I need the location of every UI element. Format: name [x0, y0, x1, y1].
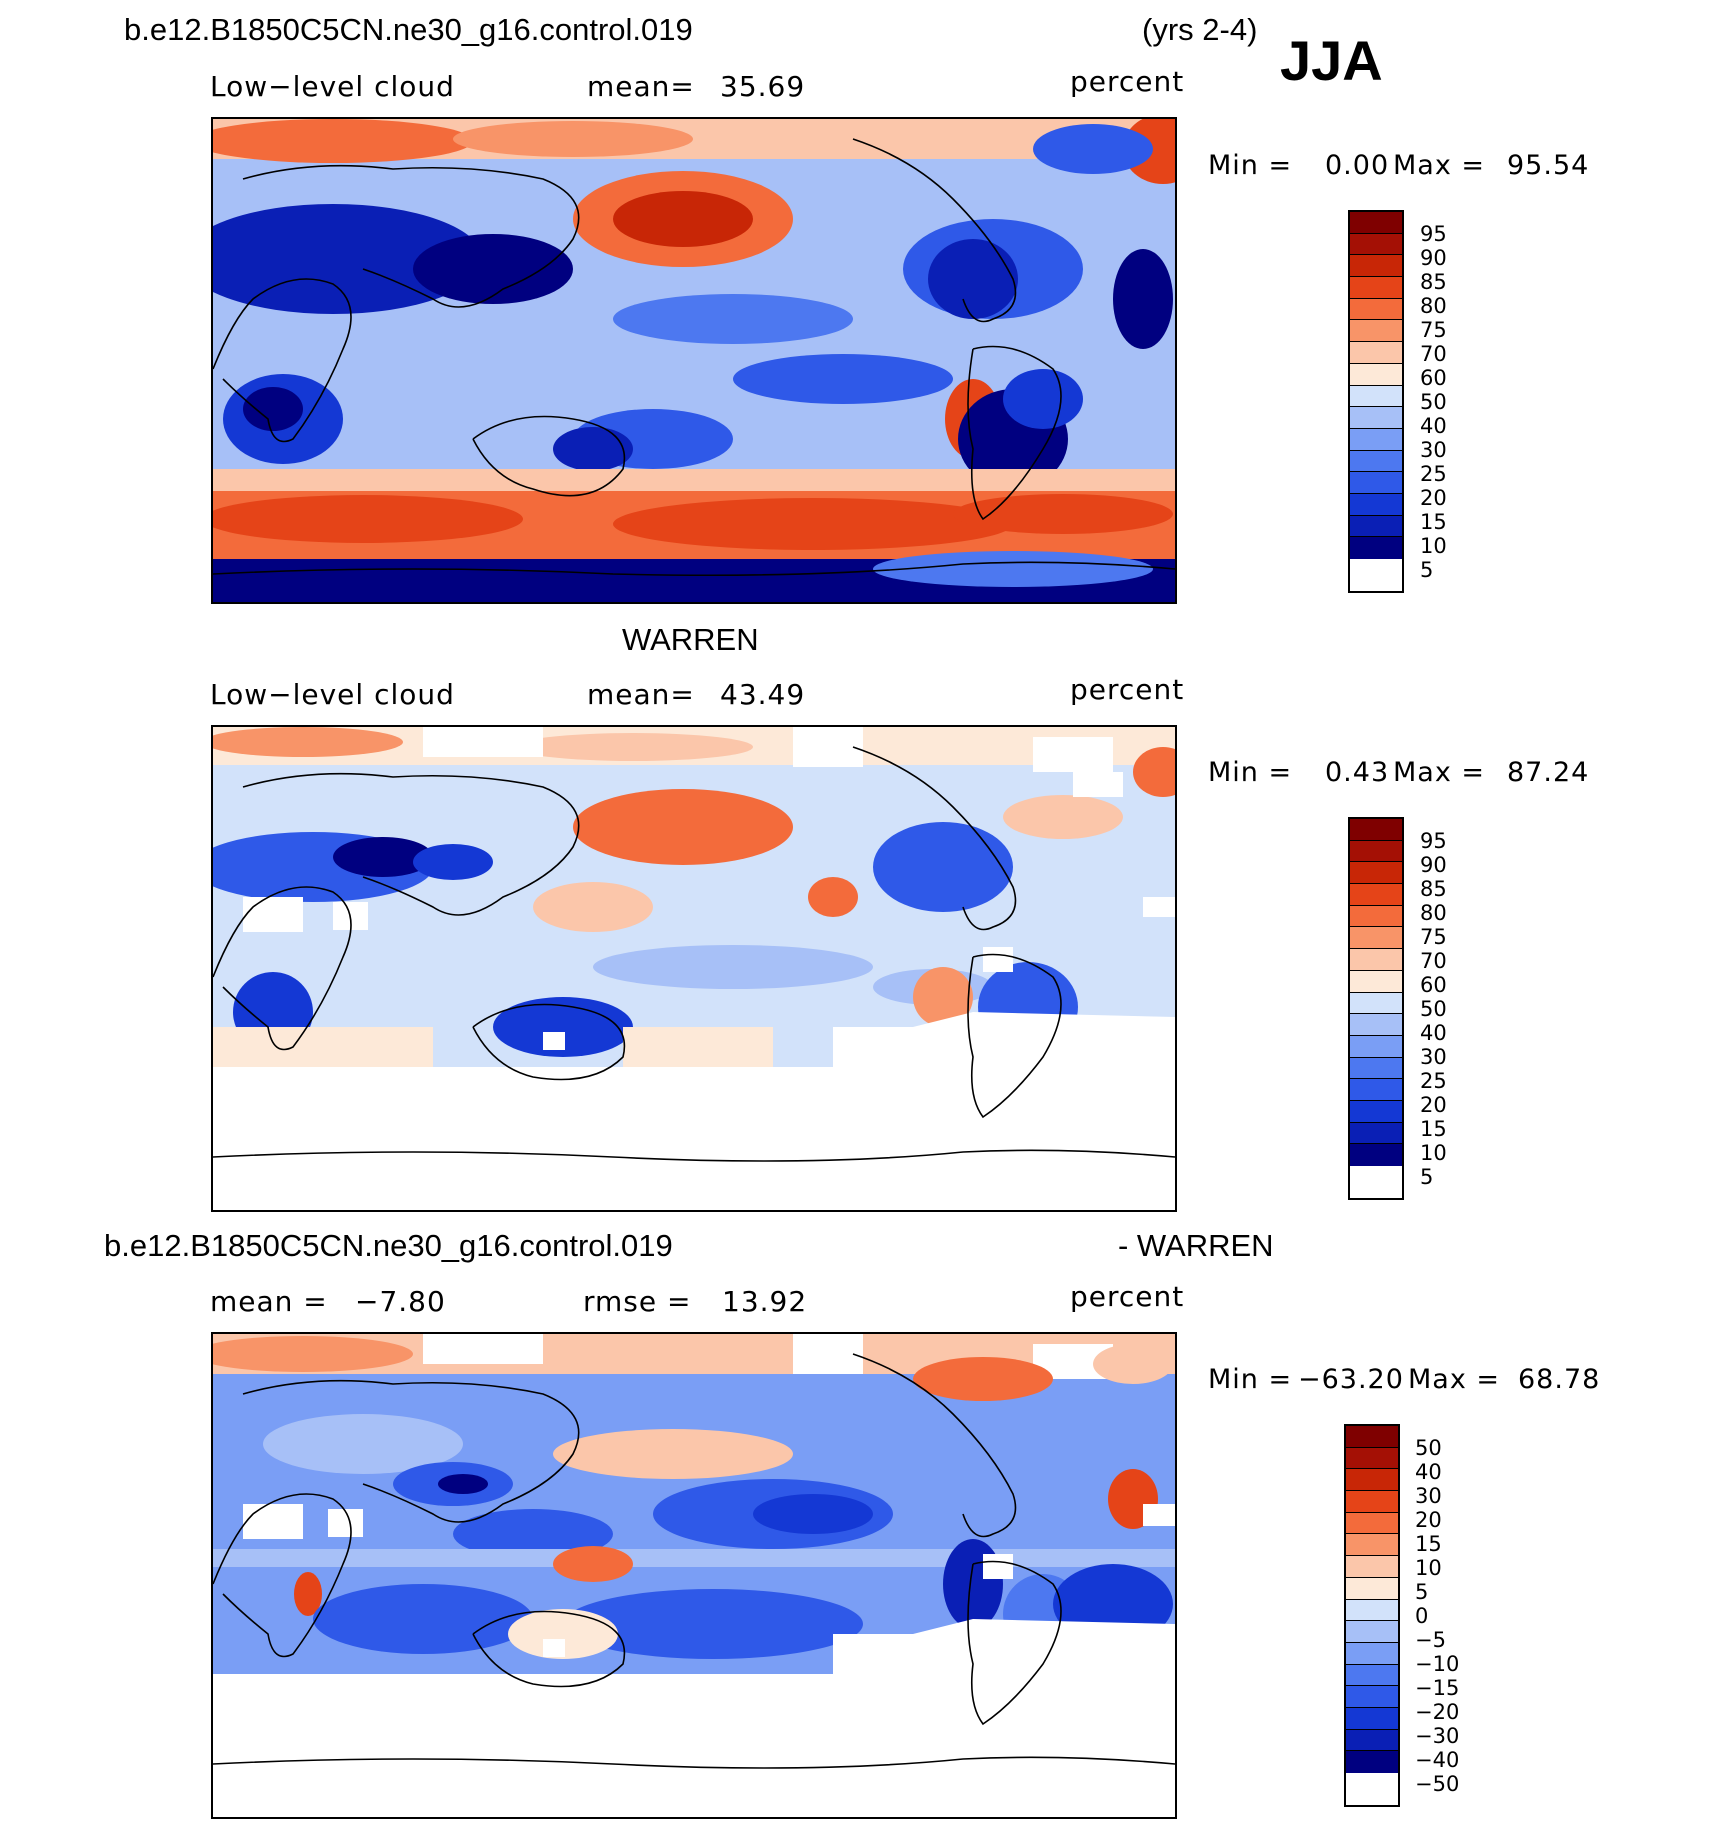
cbar-label: 90: [1420, 853, 1447, 877]
panel1-mean-value: 35.69: [720, 70, 806, 103]
cbar-label: 10: [1420, 534, 1447, 558]
cbar-label: 20: [1420, 486, 1447, 510]
panel3-rmse-label: rmse =: [583, 1285, 692, 1318]
cbar-label: 60: [1420, 366, 1447, 390]
cbar-label: 20: [1415, 1508, 1442, 1532]
panel2-max-label: Max =: [1393, 757, 1486, 788]
cbar-label: 40: [1415, 1460, 1442, 1484]
panel1-variable: Low−level cloud: [210, 70, 455, 103]
panel2-max-value: 87.24: [1507, 757, 1590, 788]
panel1-min-label: Min =: [1208, 150, 1293, 181]
cbar-label: 30: [1420, 438, 1447, 462]
cbar-label: 30: [1420, 1045, 1447, 1069]
panel1-max-value: 95.54: [1507, 150, 1590, 181]
cbar-label: 75: [1420, 925, 1447, 949]
season-label: JJA: [1280, 29, 1383, 92]
cbar-label: 80: [1420, 901, 1447, 925]
cbar-label: 10: [1420, 1141, 1447, 1165]
panel3-max-label: Max =: [1408, 1364, 1501, 1395]
panel1-max-label: Max =: [1393, 150, 1486, 181]
panel2-units: percent: [1070, 673, 1185, 706]
panel1-map: [211, 117, 1177, 604]
panel3-mean-label: mean =: [210, 1285, 328, 1318]
panel3-max-value: 68.78: [1518, 1364, 1601, 1395]
cbar-label: 15: [1415, 1532, 1442, 1556]
cbar-label: 95: [1420, 829, 1447, 853]
cbar-label: 25: [1420, 462, 1447, 486]
panel3-title-right: - WARREN: [1118, 1228, 1274, 1263]
panel3-min-value: −63.20: [1298, 1364, 1404, 1395]
panel2-min-value: 0.43: [1325, 757, 1390, 788]
panel2-mean-value: 43.49: [720, 678, 806, 711]
cbar-label: −5: [1415, 1628, 1446, 1652]
panel3-colorbar: [1344, 1424, 1400, 1807]
panel2-variable: Low−level cloud: [210, 678, 455, 711]
years-label: (yrs 2-4): [1142, 12, 1258, 47]
cbar-label: −50: [1415, 1772, 1460, 1796]
cbar-label: −20: [1415, 1700, 1460, 1724]
cbar-label: 75: [1420, 318, 1447, 342]
cbar-label: 5: [1420, 558, 1434, 582]
panel1-mean-label: mean=: [587, 70, 695, 103]
cbar-label: −10: [1415, 1652, 1460, 1676]
cbar-label: 10: [1415, 1556, 1442, 1580]
panel2-title: WARREN: [622, 622, 759, 657]
cbar-label: 85: [1420, 270, 1447, 294]
cbar-label: 70: [1420, 342, 1447, 366]
cbar-label: −40: [1415, 1748, 1460, 1772]
cbar-label: −30: [1415, 1724, 1460, 1748]
panel2-mean-label: mean=: [587, 678, 695, 711]
panel2-colorbar: [1348, 817, 1404, 1200]
panel3-min-label: Min =: [1208, 1364, 1293, 1395]
cbar-label: 50: [1415, 1436, 1442, 1460]
cbar-label: 20: [1420, 1093, 1447, 1117]
cbar-label: 85: [1420, 877, 1447, 901]
cbar-label: 50: [1420, 390, 1447, 414]
panel3-rmse-value: 13.92: [722, 1285, 808, 1318]
cbar-label: 90: [1420, 246, 1447, 270]
cbar-label: 15: [1420, 1117, 1447, 1141]
cbar-label: −15: [1415, 1676, 1460, 1700]
case-title: b.e12.B1850C5CN.ne30_g16.control.019: [124, 12, 693, 47]
cbar-label: 5: [1415, 1580, 1429, 1604]
panel3-map: [211, 1332, 1177, 1819]
cbar-label: 70: [1420, 949, 1447, 973]
cbar-label: 15: [1420, 510, 1447, 534]
cbar-label: 30: [1415, 1484, 1442, 1508]
cbar-label: 60: [1420, 973, 1447, 997]
cbar-label: 80: [1420, 294, 1447, 318]
panel1-colorbar: [1348, 210, 1404, 593]
cbar-label: 95: [1420, 222, 1447, 246]
cbar-label: 25: [1420, 1069, 1447, 1093]
panel1-min-value: 0.00: [1325, 150, 1390, 181]
panel2-min-label: Min =: [1208, 757, 1293, 788]
cbar-label: 50: [1420, 997, 1447, 1021]
panel1-units: percent: [1070, 65, 1185, 98]
panel3-units: percent: [1070, 1280, 1185, 1313]
cbar-label: 0: [1415, 1604, 1429, 1628]
panel3-mean-value: −7.80: [355, 1285, 446, 1318]
panel3-title-left: b.e12.B1850C5CN.ne30_g16.control.019: [104, 1228, 673, 1263]
cbar-label: 40: [1420, 414, 1447, 438]
cbar-label: 5: [1420, 1165, 1434, 1189]
panel2-map: [211, 725, 1177, 1212]
cbar-label: 40: [1420, 1021, 1447, 1045]
